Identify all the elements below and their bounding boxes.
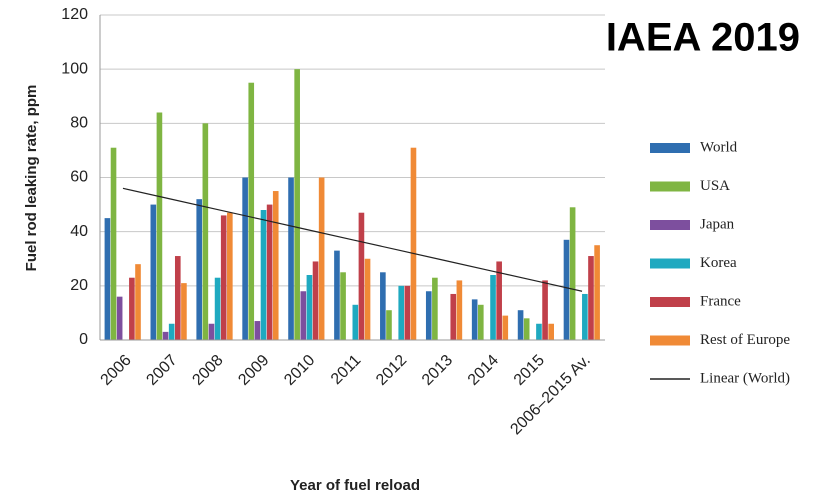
legend-label: USA [700,178,730,194]
bar [150,204,157,340]
bar [425,291,432,340]
bar [174,256,181,340]
bar [582,293,588,340]
bar [563,239,570,340]
x-tick-label: 2009 [235,352,272,389]
bar [334,250,340,340]
legend-label: Rest of Europe [700,332,790,348]
bar [202,123,209,340]
bar [220,215,227,340]
y-tick-label: 40 [70,223,88,240]
bar [352,304,359,340]
trend-line [122,187,583,292]
bar [404,285,411,340]
bar [496,261,502,340]
legend-label: World [700,139,738,155]
bar [536,323,542,340]
bar [116,296,123,340]
bar [254,321,261,340]
x-tick-label: 2010 [281,352,318,389]
bar [135,264,141,340]
bar [242,177,248,340]
x-tick-label: 2014 [465,352,502,389]
bar [196,199,203,340]
bar [588,256,594,340]
bar [548,323,554,340]
bar [358,212,365,340]
legend-swatch [650,258,690,269]
legend-label: Linear (World) [700,370,790,386]
bar [300,291,307,340]
bar [208,323,215,340]
legend-swatch [650,143,690,153]
bar [410,147,417,340]
x-tick-label: 2007 [143,352,180,389]
y-tick-label: 20 [70,277,88,294]
legend-label: Japan [700,216,735,232]
legend-swatch [650,335,690,346]
bar [380,272,386,340]
bar [477,304,484,340]
bar [162,331,169,340]
y-tick-label: 80 [70,115,88,132]
bar [104,218,111,340]
bar [168,323,175,340]
x-tick-label: 2012 [373,352,410,389]
y-tick-label: 120 [61,6,88,23]
legend-label: Korea [700,255,737,271]
bar [594,245,600,340]
bar [456,280,463,340]
y-axis-label: Fuel rod leaking rate, ppm [23,85,40,272]
bar [288,177,294,340]
bar [294,69,300,341]
y-tick-label: 60 [70,169,88,186]
bar [517,310,524,340]
bar [523,318,530,340]
bar [260,210,267,340]
bar [110,147,117,340]
x-axis-label: Year of fuel reload [290,477,420,494]
bar [129,277,135,340]
x-tick-label: 2006 [98,352,135,389]
bar [312,261,319,340]
bar [386,310,392,340]
x-tick-label: 2006–2015 Av. [507,352,593,438]
y-tick-label: 0 [79,331,88,348]
x-tick-label: 2011 [328,352,364,388]
bar [490,275,496,340]
legend-swatch [650,220,690,230]
x-tick-label: 2015 [511,352,548,389]
bar [569,207,576,340]
bar [266,204,273,340]
bar [542,280,548,340]
chart-title: IAEA 2019 [606,16,800,60]
bar [398,285,405,340]
bar [364,258,371,340]
legend-label: France [700,293,741,309]
bar [340,272,346,340]
bar [450,293,457,340]
bar [306,275,313,340]
legend-swatch [650,297,690,307]
y-tick-label: 100 [61,60,88,77]
bar [272,191,279,340]
bar [156,112,163,340]
bar [471,299,478,340]
bar [432,277,438,340]
bar [181,283,187,340]
bar [214,277,221,340]
x-tick-label: 2013 [419,352,456,389]
bar [227,212,233,340]
bar [248,82,255,340]
bar [318,177,325,340]
x-tick-label: 2008 [189,352,226,389]
bar [502,315,509,340]
legend-swatch [650,181,690,192]
